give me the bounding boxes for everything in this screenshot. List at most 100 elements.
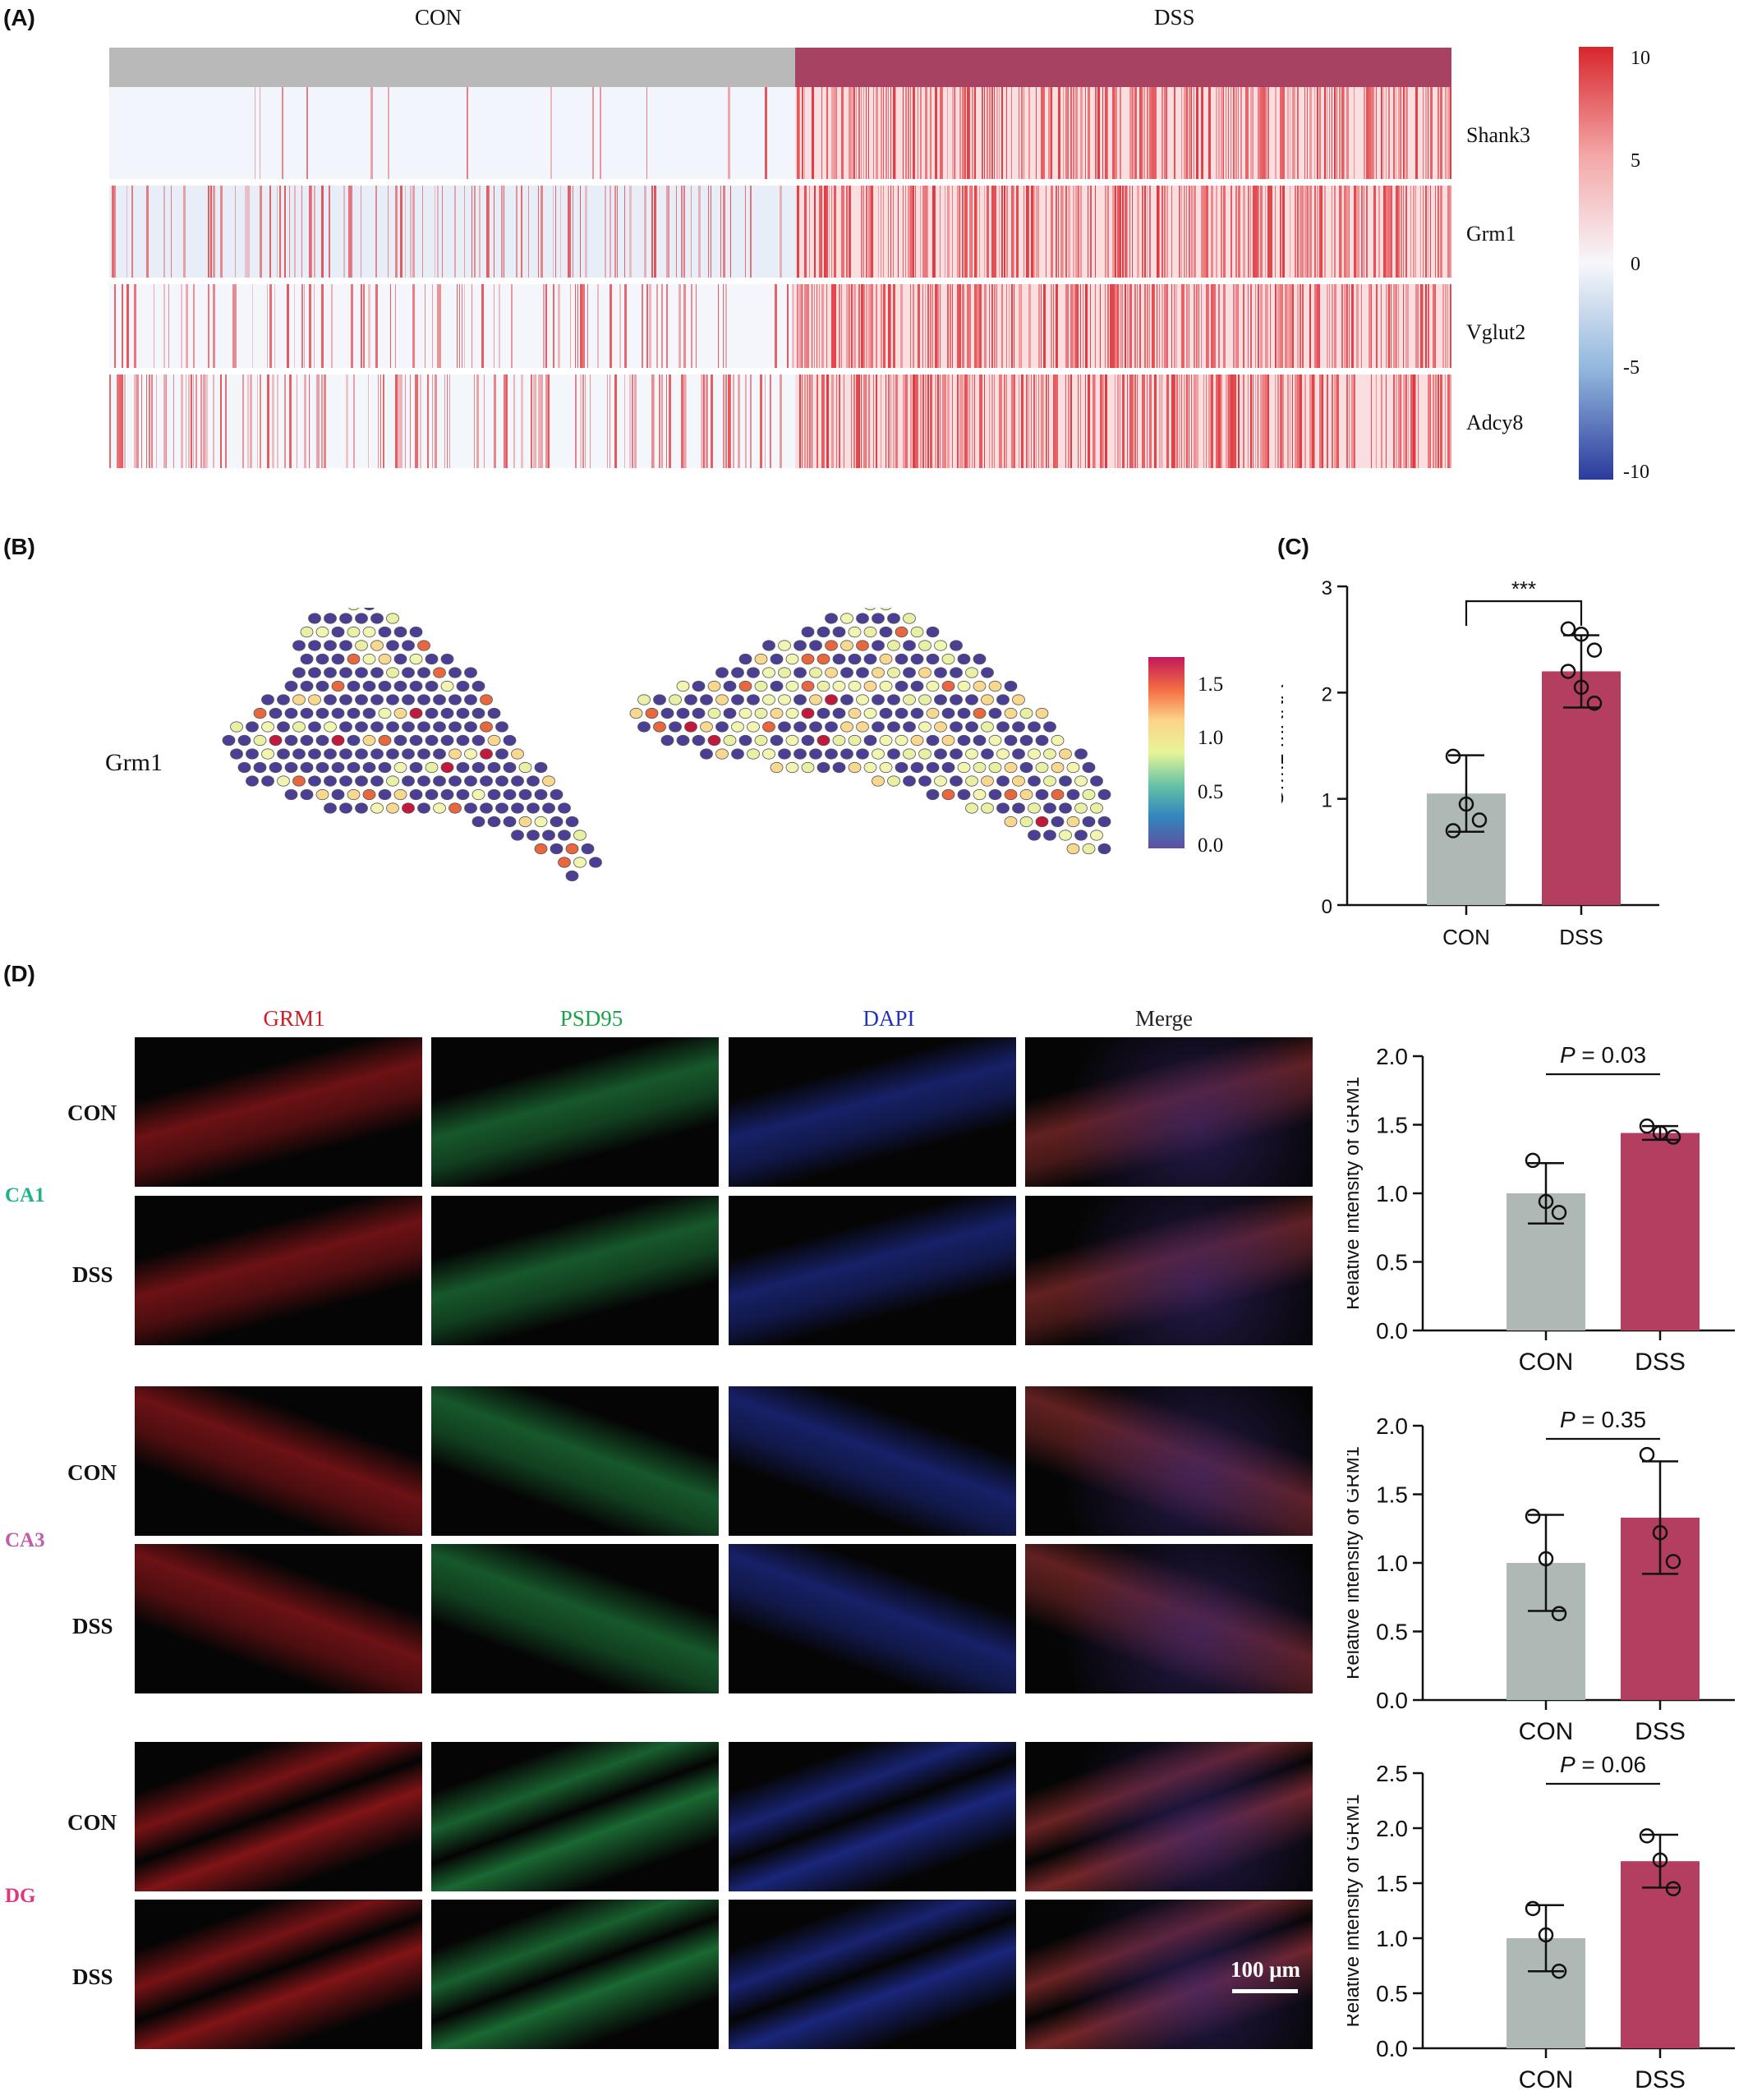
heatmap-cell [1450, 186, 1451, 278]
micrograph-ca1-psd95 [430, 1195, 720, 1346]
spatial-spot [738, 653, 752, 665]
spatial-spot [856, 640, 869, 651]
data-point [1445, 823, 1461, 839]
heatmap-cell [351, 284, 353, 368]
p-value-label: P = 0.35 [1560, 1407, 1646, 1432]
heatmap-cell [984, 375, 985, 468]
spatial-spot [511, 748, 524, 760]
heatmap-cell [580, 375, 582, 468]
heatmap-cell [1386, 375, 1387, 468]
spatial-spot [378, 626, 392, 638]
heatmap-cell [952, 186, 953, 278]
micrograph-dg-psd95 [430, 1899, 720, 2050]
heatmap-cell [834, 186, 836, 278]
spatial-spot [324, 775, 337, 787]
heatmap-cell [1314, 186, 1316, 278]
heatmap-cell [1028, 186, 1029, 278]
spatial-spot [339, 613, 352, 624]
heatmap-cell [575, 375, 577, 468]
row-label-ca3-dss: DSS [72, 1614, 113, 1638]
spatial-spot [277, 721, 290, 733]
heatmap-cell [999, 186, 1000, 278]
heatmap-cell [1275, 186, 1276, 278]
heatmap-cell [1174, 87, 1175, 179]
heatmap-cell [1085, 375, 1086, 468]
bar-dss [1621, 1133, 1700, 1330]
spatial-spot [331, 734, 345, 747]
heatmap-cell [1132, 375, 1134, 468]
spatial-spot [926, 734, 940, 747]
spatial-spot [1043, 721, 1056, 733]
heatmap-cell [932, 186, 935, 278]
spatial-spot [872, 640, 885, 651]
spatial-spot [918, 748, 932, 760]
heatmap-cell [932, 284, 933, 368]
spatial-spot [848, 761, 862, 774]
spatial-spot [653, 721, 666, 733]
heatmap-cell [580, 284, 582, 368]
heatmap-cell [1152, 87, 1154, 179]
spatial-spot [785, 734, 799, 747]
spatial-spot [1004, 761, 1018, 774]
spatial-spot [973, 653, 987, 665]
data-point [1551, 1606, 1567, 1622]
heatmap-cell [1063, 87, 1064, 179]
heatmap-cell [910, 284, 911, 368]
heatmap-cell [1134, 87, 1137, 179]
heatmap-cell [410, 375, 411, 468]
heatmap-cell [1186, 87, 1188, 179]
heatmap-cell [666, 284, 668, 368]
spatial-spot [362, 626, 376, 638]
spatial-spot [1028, 802, 1041, 814]
heatmap-cell [437, 284, 439, 368]
heatmap-cell [1445, 375, 1446, 468]
heatmap-cell [1428, 284, 1429, 368]
spatial-spot [996, 694, 1010, 705]
heatmap-cell [1070, 87, 1072, 179]
heatmap-cell [1447, 186, 1450, 278]
heatmap-cell [910, 87, 911, 179]
region-label-dg: DG [5, 1885, 36, 1907]
heatmap-cell [412, 284, 415, 368]
heatmap-cell [1329, 87, 1330, 179]
heatmap-cell [807, 284, 809, 368]
heatmap-cell [614, 186, 616, 278]
heatmap-cell [733, 375, 734, 468]
y-axis-label: Relative intensity of GRM1 [1347, 1446, 1364, 1680]
heatmap-cell [1270, 284, 1271, 368]
heatmap-cell [1398, 375, 1401, 468]
heatmap-cell [1147, 375, 1148, 468]
heatmap-cell [730, 375, 731, 468]
heatmap-cell [272, 375, 274, 468]
spatial-spot [393, 788, 407, 801]
spatial-spot [887, 694, 900, 705]
spatial-spot [692, 734, 706, 747]
heatmap-cell [1028, 375, 1029, 468]
heatmap-cell [723, 375, 724, 468]
heatmap-cell [644, 186, 646, 278]
heatmap-cell [890, 375, 891, 468]
data-point [1538, 1193, 1554, 1210]
heatmap-cell [1139, 87, 1142, 179]
spatial-spot [495, 748, 508, 760]
heatmap-cell [220, 375, 222, 468]
heatmap-cell [1223, 87, 1224, 179]
heatmap-cell [1260, 375, 1263, 468]
spatial-spot [370, 721, 384, 733]
heatmap-cell [676, 186, 677, 278]
heatmap-cell [538, 186, 539, 278]
heatmap-cell [940, 186, 941, 278]
spatial-spot [315, 707, 329, 719]
spatial-spot [950, 640, 963, 651]
heatmap-cell [1127, 284, 1129, 368]
spatial-spot [300, 707, 314, 719]
spatial-colorbar [1148, 657, 1184, 848]
heatmap-cell [1391, 186, 1392, 278]
heatmap-cell [646, 87, 647, 179]
heatmap-cell [696, 284, 697, 368]
heatmap-cell [1287, 87, 1289, 179]
heatmap-cell [156, 375, 157, 468]
heatmap-cell [1006, 284, 1007, 368]
gene-label-shank3: Shank3 [1466, 123, 1530, 147]
heatmap-cell [568, 186, 570, 278]
